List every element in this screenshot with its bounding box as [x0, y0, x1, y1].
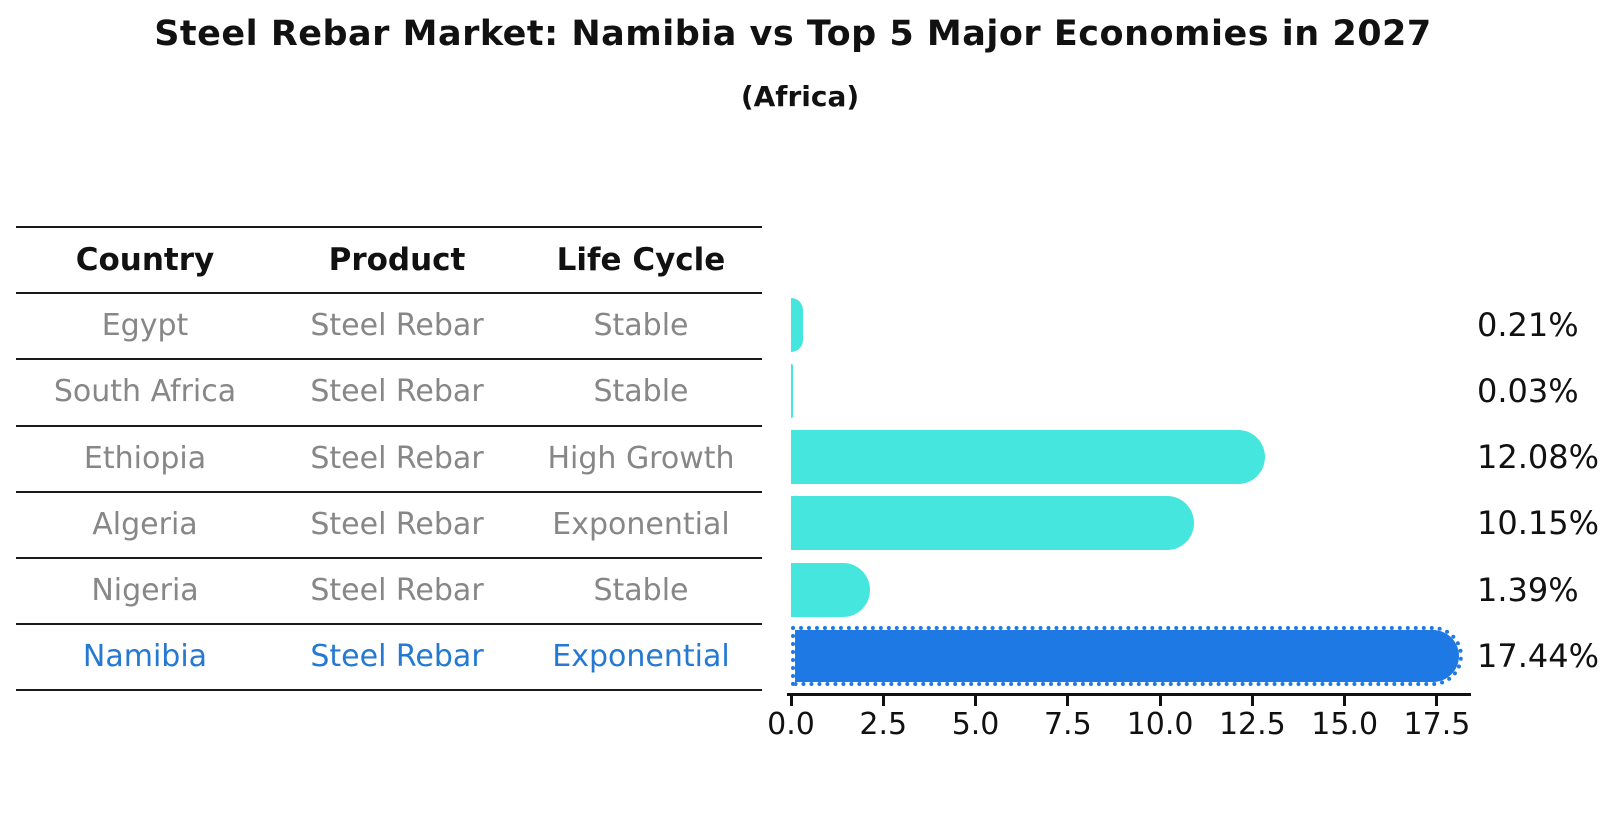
bar-egypt — [791, 298, 803, 353]
x-tick: 17.5 — [1377, 696, 1497, 740]
table-row-ethiopia: Ethiopia Steel Rebar High Growth — [16, 424, 762, 491]
bar-namibia-highlighted — [791, 625, 1463, 686]
table-header-row: Country Product Life Cycle — [16, 226, 762, 292]
bar-chart: 0.0 2.5 5.0 7.5 10.0 12.5 15.0 17.5 — [767, 292, 1491, 740]
life-cycle-cell: Stable — [593, 573, 689, 609]
bar-south-africa — [791, 364, 793, 419]
x-tick: 7.5 — [1008, 696, 1128, 740]
life-cycle-cell: Exponential — [552, 506, 730, 542]
bar-ethiopia — [791, 430, 1265, 485]
value-label-algeria: 10.15% — [1477, 504, 1600, 543]
life-cycle-cell: High Growth — [547, 440, 735, 476]
product-cell: Steel Rebar — [310, 308, 484, 344]
country-table: Country Product Life Cycle Egypt Steel R… — [16, 226, 762, 692]
value-label-ethiopia: 12.08% — [1477, 438, 1600, 477]
tick-label: 0.0 — [767, 707, 815, 742]
tick-label: 7.5 — [1043, 707, 1092, 742]
bar-row — [791, 623, 1491, 689]
table-row-namibia: Namibia Steel Rebar Exponential — [16, 623, 762, 689]
tick-mark — [974, 696, 978, 706]
country-cell: Nigeria — [91, 573, 199, 609]
x-tick: 10.0 — [1100, 696, 1220, 740]
table-row-south-africa: South Africa Steel Rebar Stable — [16, 358, 762, 424]
bar-row — [791, 490, 1491, 556]
bar-nigeria — [791, 562, 871, 617]
x-axis-line — [787, 693, 1471, 696]
column-header-life-cycle: Life Cycle — [556, 241, 726, 278]
bar-algeria — [791, 496, 1194, 551]
bar-row — [791, 424, 1491, 490]
tick-mark — [1250, 696, 1254, 706]
tick-label: 5.0 — [951, 707, 1000, 742]
value-label-namibia: 17.44% — [1477, 636, 1600, 675]
country-cell: Ethiopia — [83, 440, 207, 476]
product-cell: Steel Rebar — [310, 506, 484, 542]
tick-mark — [789, 696, 793, 706]
x-tick: 0.0 — [731, 696, 851, 740]
tick-mark — [1343, 696, 1347, 706]
value-label-nigeria: 1.39% — [1477, 570, 1579, 609]
tick-mark — [881, 696, 885, 706]
tick-mark — [1066, 696, 1070, 706]
value-labels: 0.21% 0.03% 12.08% 10.15% 1.39% 17.44% — [1477, 292, 1599, 689]
table-row-algeria: Algeria Steel Rebar Exponential — [16, 490, 762, 557]
tick-label: 10.0 — [1126, 707, 1194, 742]
bar-row — [791, 358, 1491, 424]
tick-mark — [1435, 696, 1439, 706]
x-tick: 2.5 — [823, 696, 943, 740]
product-cell: Steel Rebar — [310, 440, 484, 476]
product-cell: Steel Rebar — [310, 374, 484, 410]
tick-label: 2.5 — [859, 707, 908, 742]
table-row-egypt: Egypt Steel Rebar Stable — [16, 292, 762, 358]
tick-label: 17.5 — [1403, 707, 1471, 742]
product-cell: Steel Rebar — [310, 573, 484, 609]
value-label-south-africa: 0.03% — [1477, 372, 1579, 411]
value-label-egypt: 0.21% — [1477, 306, 1579, 345]
country-cell: Namibia — [82, 639, 208, 675]
country-cell: Algeria — [92, 506, 198, 542]
country-cell: South Africa — [53, 374, 237, 410]
life-cycle-cell: Stable — [593, 308, 689, 344]
country-cell: Egypt — [101, 308, 189, 344]
bar-row — [791, 292, 1491, 358]
column-header-product: Product — [328, 241, 466, 278]
life-cycle-cell: Exponential — [552, 639, 730, 675]
life-cycle-cell: Stable — [593, 374, 689, 410]
chart-title: Steel Rebar Market: Namibia vs Top 5 Maj… — [154, 14, 1432, 54]
bar-row — [791, 557, 1491, 623]
column-header-country: Country — [75, 241, 215, 278]
x-tick: 12.5 — [1192, 696, 1312, 740]
tick-mark — [1158, 696, 1162, 706]
tick-label: 12.5 — [1218, 707, 1286, 742]
tick-label: 15.0 — [1311, 707, 1379, 742]
x-tick: 15.0 — [1285, 696, 1405, 740]
chart-subtitle: (Africa) — [740, 80, 860, 113]
product-cell: Steel Rebar — [310, 639, 484, 675]
table-row-nigeria: Nigeria Steel Rebar Stable — [16, 556, 762, 623]
x-tick: 5.0 — [916, 696, 1036, 740]
